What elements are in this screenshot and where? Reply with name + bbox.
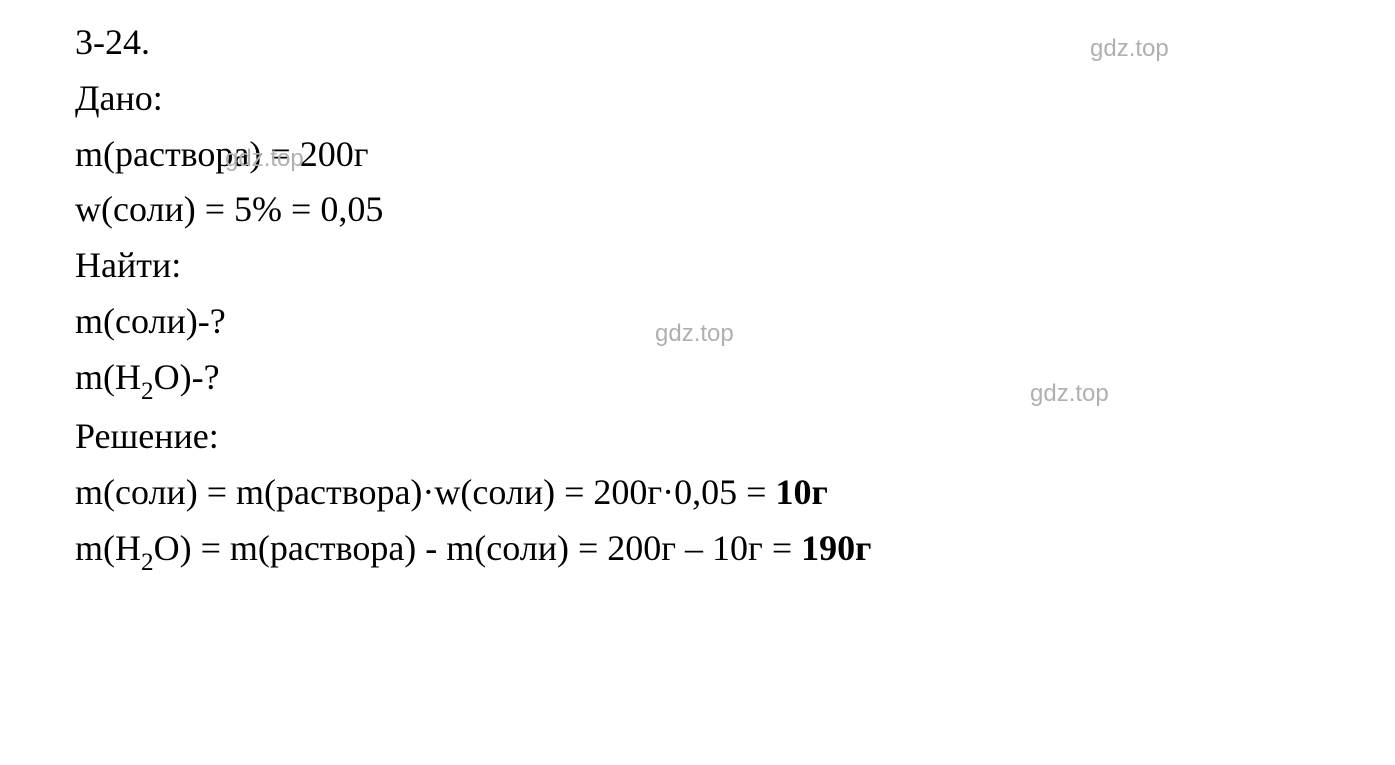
watermark-4: gdz.top xyxy=(1030,380,1109,408)
solution-water-subscript: 2 xyxy=(141,549,154,576)
problem-number: 3-24. xyxy=(75,15,871,71)
find-line-2: m(H2O)-? xyxy=(75,350,871,409)
problem-content: 3-24. Дано: m(раствора) = 200г w(соли) =… xyxy=(75,15,871,580)
given-line-2: w(соли) = 5% = 0,05 xyxy=(75,182,871,238)
solution-line-2: m(H2O) = m(раствора) - m(соли) = 200г – … xyxy=(75,521,871,580)
given-fraction-percent: 5% xyxy=(234,189,282,229)
given-mass-solution-value: 200г xyxy=(300,134,369,174)
solution-salt-calc: m(соли) = m(раствора)·w(соли) = 200г·0,0… xyxy=(75,472,775,512)
find-water-suffix: O)-? xyxy=(154,357,220,397)
watermark-2: gdz.top xyxy=(225,145,304,173)
find-line-1: m(соли)-? xyxy=(75,294,871,350)
solution-label: Решение: xyxy=(75,409,871,465)
given-fraction-prefix: w(соли) = xyxy=(75,189,234,229)
given-line-1: m(раствора) = 200г xyxy=(75,127,871,183)
solution-water-result: 190г xyxy=(801,528,871,568)
given-label: Дано: xyxy=(75,71,871,127)
solution-line-1: m(соли) = m(раствора)·w(соли) = 200г·0,0… xyxy=(75,465,871,521)
given-fraction-decimal: 0,05 xyxy=(320,189,383,229)
find-water-prefix: m(H xyxy=(75,357,141,397)
given-fraction-equals: = xyxy=(282,189,320,229)
watermark-1: gdz.top xyxy=(1090,35,1169,63)
find-label: Найти: xyxy=(75,238,871,294)
solution-water-prefix: m(H xyxy=(75,528,141,568)
find-water-subscript: 2 xyxy=(141,378,154,405)
solution-water-calc: O) = m(раствора) - m(соли) = 200г – 10г … xyxy=(154,528,802,568)
solution-salt-result: 10г xyxy=(775,472,827,512)
watermark-3: gdz.top xyxy=(655,320,734,348)
